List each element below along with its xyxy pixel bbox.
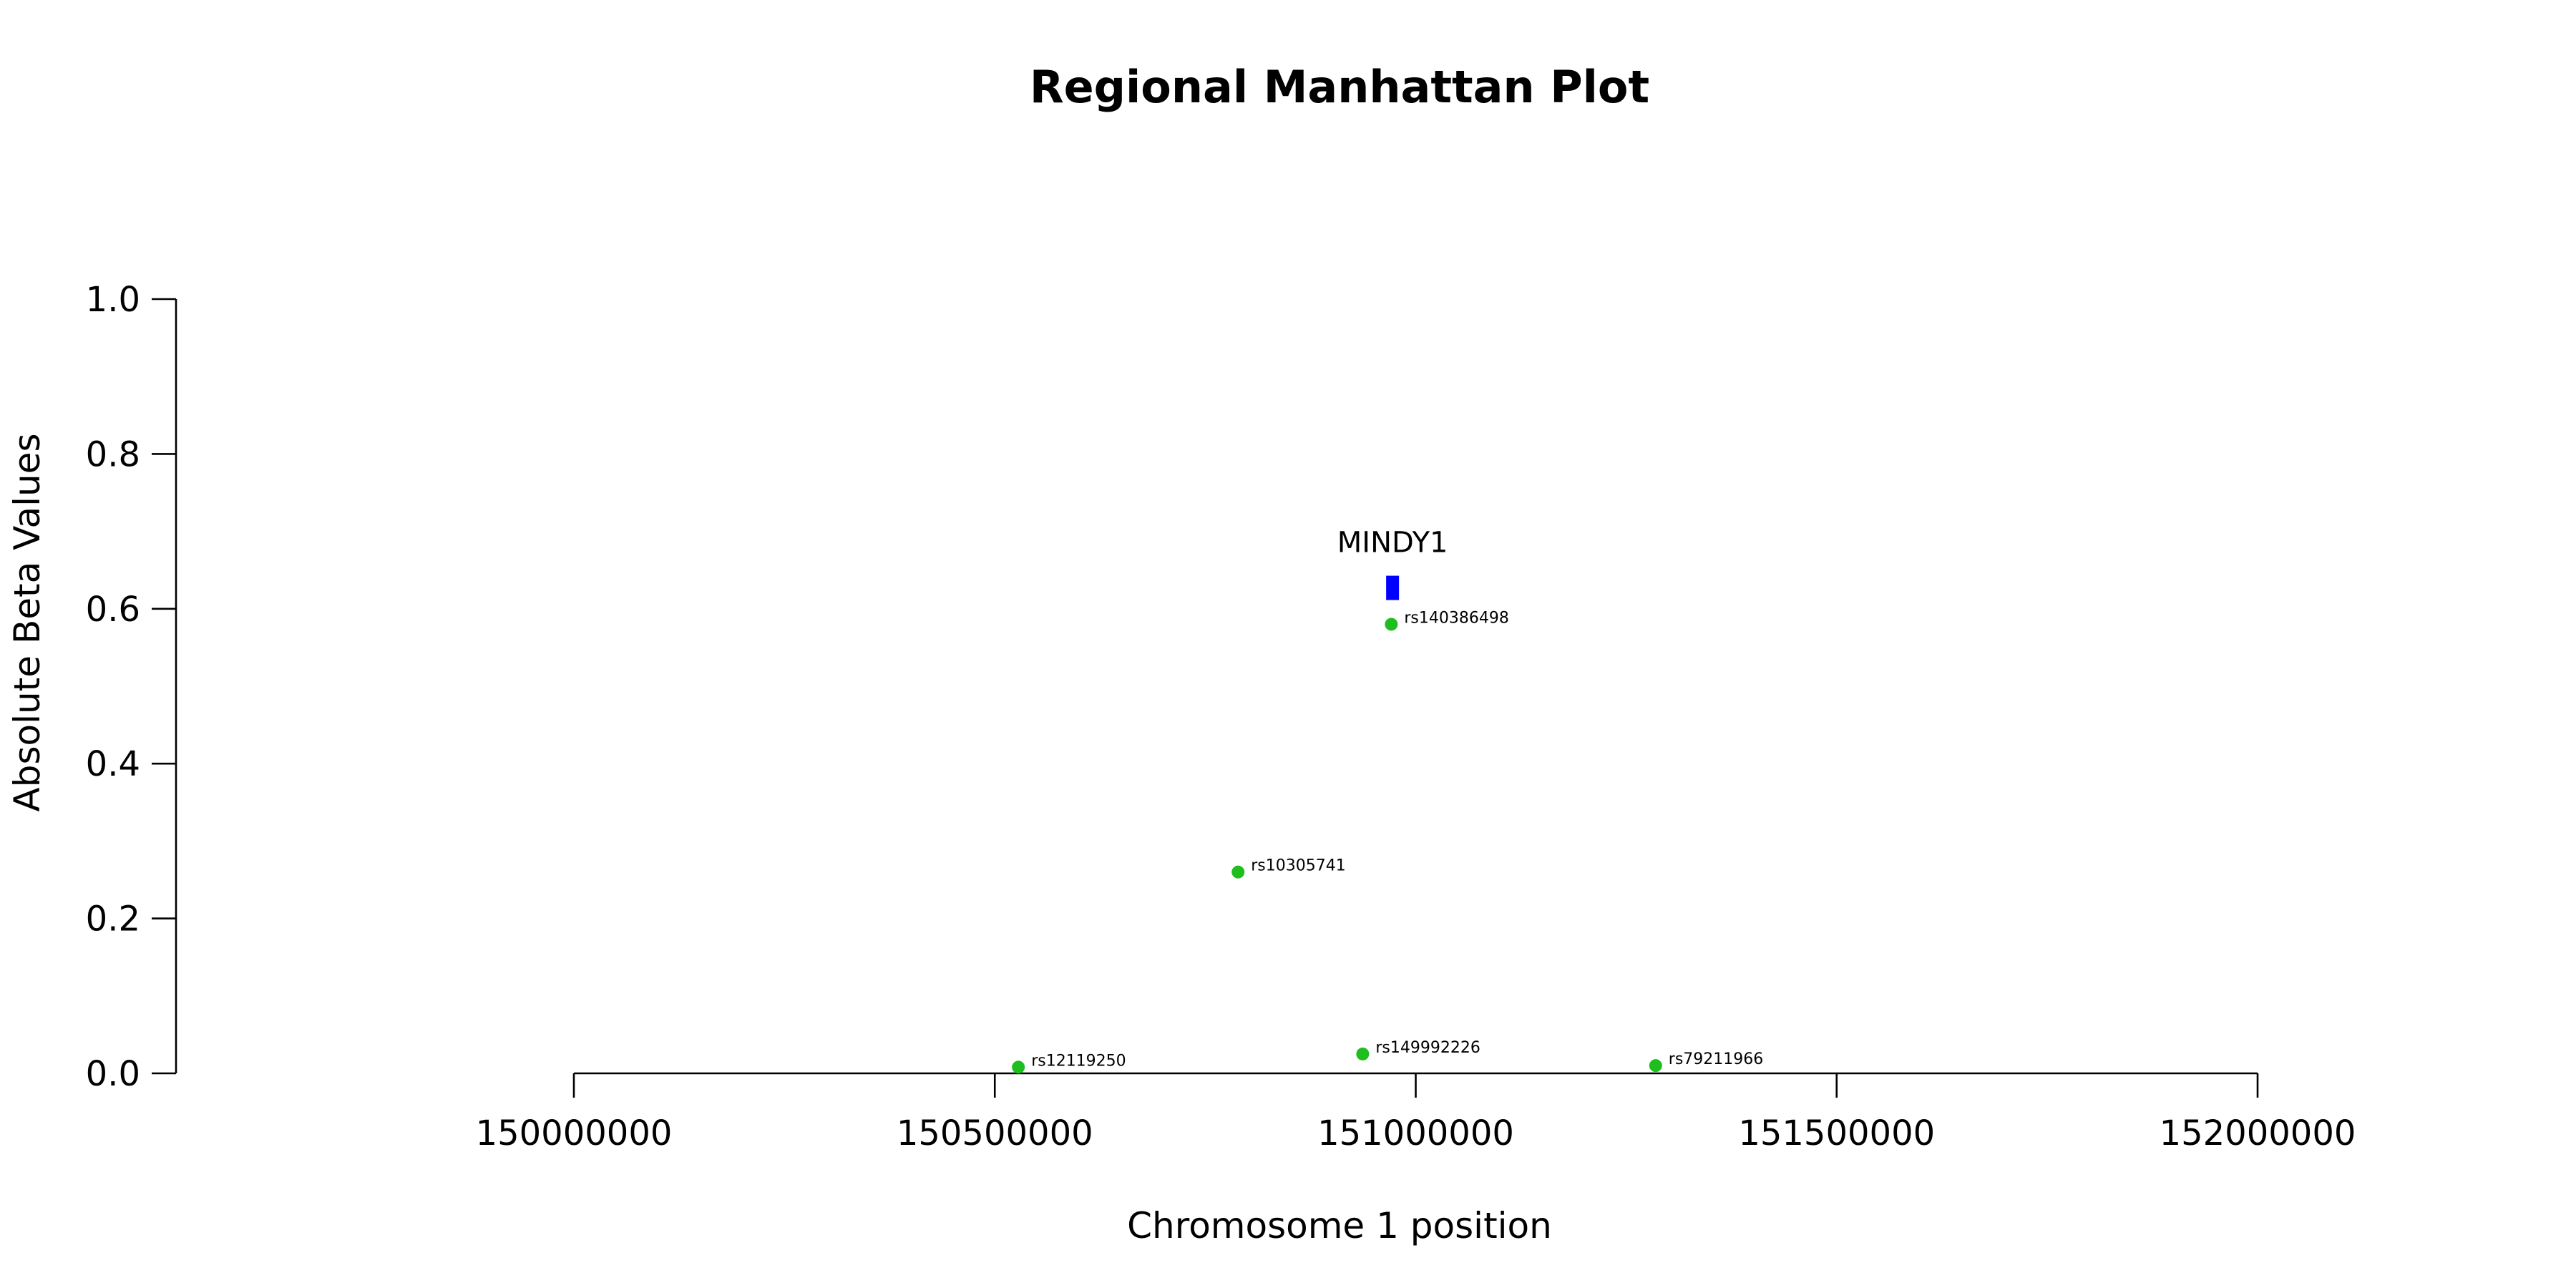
- x-tick-label: 151500000: [1738, 1113, 1935, 1153]
- x-tick-label: 152000000: [2160, 1113, 2356, 1153]
- snp-label: rs10305741: [1251, 857, 1345, 875]
- y-tick-label: 0.0: [86, 1054, 140, 1094]
- snp-label: rs12119250: [1031, 1052, 1126, 1070]
- x-tick-label: 151000000: [1317, 1113, 1514, 1153]
- snp-layer: rs12119250 rs10305741 rs149992226 rs1403864…: [1012, 609, 1763, 1074]
- snp-label: rs149992226: [1375, 1039, 1480, 1057]
- x-axis: 150000000 150500000 151000000 151500000 1520…: [476, 1072, 2356, 1153]
- snp-label: rs79211966: [1669, 1050, 1763, 1068]
- y-axis-title: Absolute Beta Values: [6, 434, 48, 812]
- y-axis: 0.0 0.2 0.4 0.6 0.8 1.0: [86, 280, 177, 1094]
- y-tick-label: 0.2: [86, 899, 140, 940]
- snp-label: rs140386498: [1404, 609, 1508, 627]
- gene-bar: [1386, 575, 1400, 600]
- snp-point: [1385, 618, 1398, 631]
- snp-point: [1649, 1059, 1662, 1073]
- snp-point: [1231, 865, 1245, 879]
- snp-point: [1356, 1047, 1370, 1060]
- gene-label: MINDY1: [1337, 527, 1448, 560]
- chart-title: Regional Manhattan Plot: [1030, 61, 1649, 113]
- y-tick-label: 0.6: [86, 590, 140, 630]
- x-tick-label: 150500000: [897, 1113, 1093, 1153]
- snp-point: [1012, 1060, 1025, 1074]
- y-tick-label: 0.8: [86, 434, 140, 474]
- y-tick-label: 0.4: [86, 744, 140, 784]
- x-tick-label: 150000000: [476, 1113, 673, 1153]
- x-axis-title: Chromosome 1 position: [1127, 1205, 1552, 1246]
- gene-layer: MINDY1: [1337, 527, 1448, 600]
- y-tick-label: 1.0: [86, 280, 140, 320]
